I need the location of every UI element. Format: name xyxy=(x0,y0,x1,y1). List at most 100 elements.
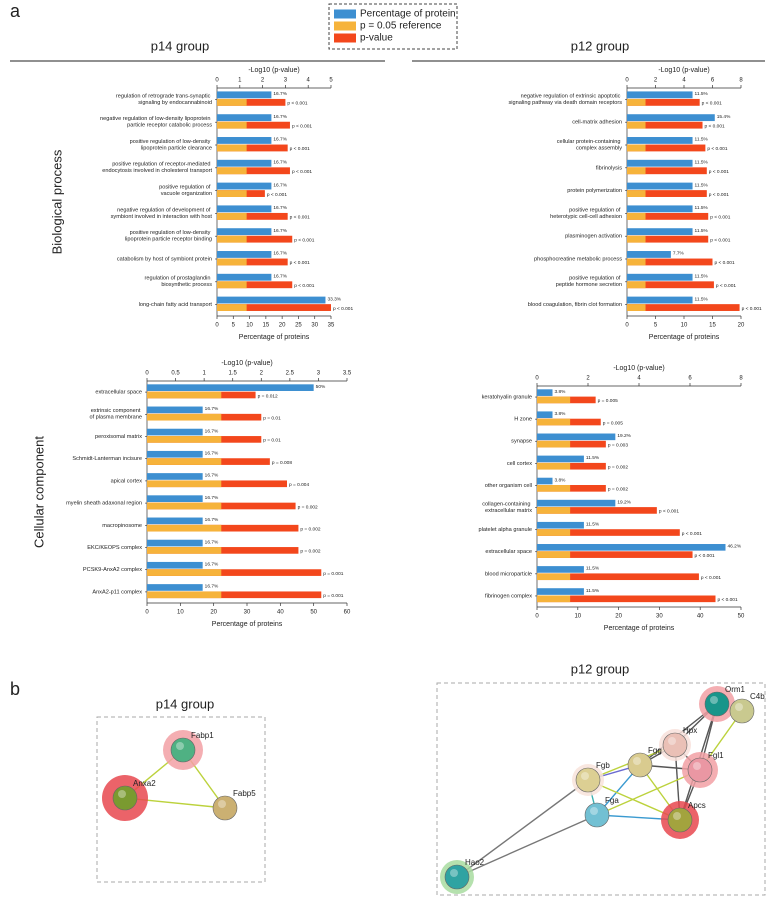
bar xyxy=(147,406,203,414)
bar-value-label: 11.5% xyxy=(695,205,709,211)
bar-value-label: 11.5% xyxy=(695,91,709,97)
network-edge xyxy=(456,779,589,878)
y-tick-label: plasminogen activation xyxy=(565,234,622,240)
x-tick-label: 60 xyxy=(344,610,351,616)
node-highlight xyxy=(581,772,589,780)
bar xyxy=(147,561,203,569)
bar-value-label: 11.5% xyxy=(586,588,600,594)
y-tick-label: blood coagulation, fibrin clot formation xyxy=(528,302,622,308)
bar-value-label: 15.4% xyxy=(717,114,731,120)
bar xyxy=(627,205,693,213)
bar xyxy=(217,228,272,236)
legend-swatch xyxy=(334,9,356,19)
legend-box xyxy=(328,3,458,50)
p-value-label: p < 0.001 xyxy=(716,283,736,289)
y-tick-label: H zone xyxy=(514,417,532,423)
x-tick-label: 50 xyxy=(310,610,317,616)
node-label: Fgg xyxy=(648,746,662,755)
y-tick-label: EKC/KEOPS complex xyxy=(87,545,142,551)
x2-tick-label: 2 xyxy=(586,376,590,382)
y-tick-label: extracellular space xyxy=(485,549,532,555)
node-label: Fabp5 xyxy=(233,789,256,798)
x-tick-label: 15 xyxy=(263,323,270,329)
x-axis-title: Percentage of proteins xyxy=(239,334,310,341)
y-tick-label: regulation of retrograde trans-synaptic … xyxy=(116,94,212,106)
p-value-label: p = 0.002 xyxy=(608,464,628,470)
y-tick-label: negative regulation of low-density lipop… xyxy=(100,117,212,129)
x-tick-label: 15 xyxy=(709,323,716,329)
bar xyxy=(147,473,203,480)
x-tick-label: 30 xyxy=(311,323,318,329)
x-tick-label: 50 xyxy=(738,614,745,620)
y-tick-label: regulation of prostaglandin biosynthetic… xyxy=(145,276,213,288)
bar xyxy=(627,137,693,144)
bar xyxy=(627,91,693,99)
bar xyxy=(627,258,713,266)
p-value-label: p = 0.012 xyxy=(258,393,278,399)
x-tick-label: 20 xyxy=(210,610,217,616)
bar-value-label: 50% xyxy=(316,384,326,390)
p-value-label: p = 0.008 xyxy=(272,460,292,466)
p-value-label: p < 0.001 xyxy=(705,123,725,129)
panel-label: a xyxy=(10,1,21,21)
network-node xyxy=(444,864,470,890)
bar xyxy=(217,212,247,220)
y-tick-label: peroxisomal matrix xyxy=(95,434,142,440)
bar-value-label: 16.7% xyxy=(273,160,287,166)
network-node xyxy=(212,795,238,821)
y-tick-label: AnxA2-p11 complex xyxy=(92,589,142,595)
y-tick-label: extracellular space xyxy=(95,390,142,396)
bar xyxy=(537,389,553,396)
x-tick-label: 5 xyxy=(654,323,658,329)
bar xyxy=(627,258,646,266)
bar-value-label: 16.7% xyxy=(273,205,287,211)
p-value-label: p < 0.001 xyxy=(333,306,353,312)
network-node xyxy=(627,752,653,778)
bar-value-label: 7.7% xyxy=(673,251,685,257)
node-label: Hpx xyxy=(683,726,697,735)
p-value-label: p < 0.001 xyxy=(659,509,679,515)
x-axis-title: Percentage of proteins xyxy=(604,625,675,632)
y-tick-label: fibrinogen complex xyxy=(485,593,532,599)
bar xyxy=(537,507,657,514)
bar xyxy=(537,544,726,551)
x2-tick-label: 6 xyxy=(688,376,692,382)
bar xyxy=(537,529,571,536)
bar xyxy=(217,98,286,106)
bar xyxy=(147,524,299,532)
bar xyxy=(217,182,272,190)
bar-value-label: 33.3% xyxy=(327,296,341,302)
x2-tick-label: 8 xyxy=(739,376,743,382)
bar xyxy=(627,114,715,122)
x-tick-label: 35 xyxy=(328,323,335,329)
y-tick-label: platelet alpha granule xyxy=(479,527,533,533)
x2-axis-title: -Log10 (p-value) xyxy=(658,67,709,74)
bar xyxy=(147,384,314,391)
x2-tick-label: 2.5 xyxy=(286,371,295,377)
bar xyxy=(627,281,714,289)
p-value-label: p < 0.001 xyxy=(709,169,729,175)
y-tick-label: negative regulation of extrinsic apoptot… xyxy=(509,94,623,106)
node-highlight xyxy=(218,800,226,808)
bar xyxy=(217,235,293,243)
bar xyxy=(217,159,272,167)
x2-tick-label: 3 xyxy=(317,371,321,377)
bar-value-label: 16.7% xyxy=(205,428,219,434)
bar xyxy=(627,251,671,258)
bar-value-label: 3.8% xyxy=(555,411,567,417)
node-highlight xyxy=(450,869,458,877)
bar xyxy=(147,502,222,510)
bar-value-label: 3.8% xyxy=(555,389,567,395)
bar-value-label: 11.5% xyxy=(695,160,709,166)
node-label: Hao2 xyxy=(465,858,485,867)
bar xyxy=(217,258,288,266)
node-label: Fgl1 xyxy=(708,751,724,760)
bar-value-label: 16.7% xyxy=(273,228,287,234)
network-node xyxy=(667,807,693,833)
bar-value-label: 11.5% xyxy=(695,296,709,302)
bar xyxy=(147,450,203,458)
x-axis-title: Percentage of proteins xyxy=(212,621,283,628)
p-value-label: p < 0.001 xyxy=(290,260,310,266)
group-header: p14 group xyxy=(151,38,210,53)
x-tick-label: 0 xyxy=(625,323,629,329)
